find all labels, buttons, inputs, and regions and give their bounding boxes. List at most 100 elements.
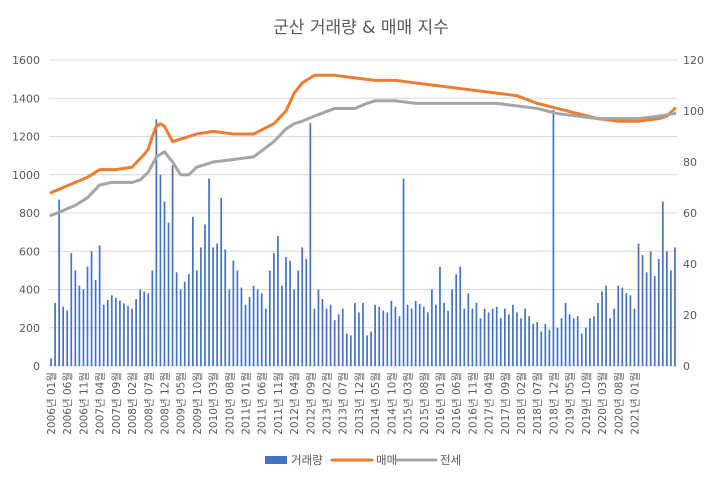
volume-bar	[621, 287, 624, 366]
volume-bar	[637, 243, 640, 366]
x-tick-label: 2019년 05월	[565, 372, 577, 435]
volume-bar	[277, 235, 279, 366]
y-right-tick-label: 60	[683, 207, 697, 220]
volume-bar	[605, 285, 607, 366]
x-tick-label: 2017년 09월	[500, 372, 512, 435]
x-tick-label: 2006년 01월	[46, 372, 58, 435]
volume-bar	[208, 178, 210, 366]
volume-bar	[102, 304, 105, 366]
volume-bar	[179, 289, 182, 366]
volume-bar	[374, 304, 376, 366]
volume-bar	[649, 251, 652, 366]
volume-bar	[131, 308, 133, 367]
volume-bar	[175, 272, 178, 366]
volume-bar	[362, 302, 364, 366]
volume-bar	[349, 335, 352, 366]
volume-bar	[487, 312, 490, 366]
volume-bar	[204, 224, 206, 366]
x-tick-label: 2009년 10월	[192, 372, 204, 435]
x-tick-label: 2018년 07월	[532, 372, 544, 435]
volume-bar	[406, 304, 409, 366]
volume-bar	[552, 109, 555, 366]
volume-bar	[508, 314, 510, 366]
volume-bar	[398, 316, 401, 366]
volume-bar	[386, 312, 389, 366]
volume-bar	[281, 285, 283, 366]
volume-bar	[110, 295, 113, 366]
volume-bar	[147, 293, 150, 366]
volume-bar	[382, 310, 385, 366]
legend: 거래량 매매 전세	[265, 453, 461, 467]
volume-bar	[236, 270, 239, 367]
volume-bar	[248, 297, 251, 366]
x-tick-label: 2008년 02월	[127, 372, 139, 435]
volume-bar	[268, 270, 271, 367]
volume-bar	[657, 258, 660, 366]
volume-bar	[520, 318, 522, 366]
volume-bar	[418, 303, 421, 366]
volume-bar	[532, 323, 535, 366]
volume-bar	[439, 266, 441, 366]
volume-bar	[431, 289, 433, 366]
y-axis-right: 0 20 40 60 80 100 120	[683, 54, 704, 373]
volume-bar	[273, 253, 275, 366]
volume-bar	[666, 251, 668, 366]
volume-bar	[499, 318, 502, 366]
volume-bar	[580, 333, 583, 366]
volume-bar	[224, 249, 227, 366]
volume-bar	[617, 285, 620, 366]
volume-bar	[119, 300, 121, 366]
volume-bar	[560, 318, 563, 366]
sales-index-line	[49, 73, 677, 195]
volume-bar	[568, 314, 571, 366]
volume-bar	[645, 272, 648, 366]
volume-bar	[74, 270, 77, 367]
volume-bar	[196, 270, 198, 367]
volume-bar	[220, 197, 223, 366]
x-tick-label: 2015년 03월	[403, 372, 415, 435]
volume-bar	[354, 302, 356, 366]
volume-bar	[358, 312, 360, 366]
volume-bar	[135, 299, 137, 366]
y-right-tick-label: 20	[683, 309, 697, 322]
volume-bar	[536, 322, 539, 366]
y-axis-left: 0 200 400 600 800 1000 1200 1400 1600	[12, 54, 40, 373]
volume-bar	[544, 323, 547, 366]
volume-bar	[151, 270, 154, 367]
volume-bar	[171, 165, 174, 366]
x-tick-label: 2021년 01월	[629, 372, 641, 435]
volume-bar	[293, 289, 295, 366]
volume-bar	[548, 329, 551, 366]
x-tick-label: 2019년 10월	[581, 372, 593, 435]
volume-bar	[167, 222, 170, 366]
volume-bar	[479, 318, 482, 366]
x-tick-label: 2008년 07월	[143, 372, 155, 435]
volume-bar	[467, 293, 470, 366]
volume-bar	[329, 304, 332, 366]
volume-bar	[451, 289, 453, 366]
volume-bar	[78, 285, 81, 366]
volume-bar	[337, 314, 340, 366]
volume-bar	[252, 285, 255, 366]
volume-bar	[503, 308, 506, 367]
volume-bar	[483, 308, 486, 367]
x-tick-label: 2014년 05월	[370, 372, 382, 435]
y-right-tick-label: 80	[683, 156, 697, 169]
volume-bar	[86, 266, 89, 366]
volume-bar	[305, 258, 308, 366]
volume-bar	[629, 295, 632, 366]
volume-bar	[317, 289, 320, 366]
volume-bar	[390, 300, 393, 366]
volume-bar	[410, 308, 413, 367]
x-tick-label: 2009년 05월	[176, 372, 188, 435]
volume-bar	[463, 308, 466, 367]
volume-bar	[289, 260, 291, 366]
legend-label: 전세	[440, 453, 461, 467]
volume-bar	[260, 293, 263, 366]
volume-bar	[394, 306, 397, 366]
volume-bar	[313, 308, 316, 367]
y-left-tick-label: 1600	[12, 54, 40, 67]
line-series	[49, 73, 677, 218]
volume-bar	[240, 287, 243, 366]
volume-bar	[661, 201, 664, 366]
